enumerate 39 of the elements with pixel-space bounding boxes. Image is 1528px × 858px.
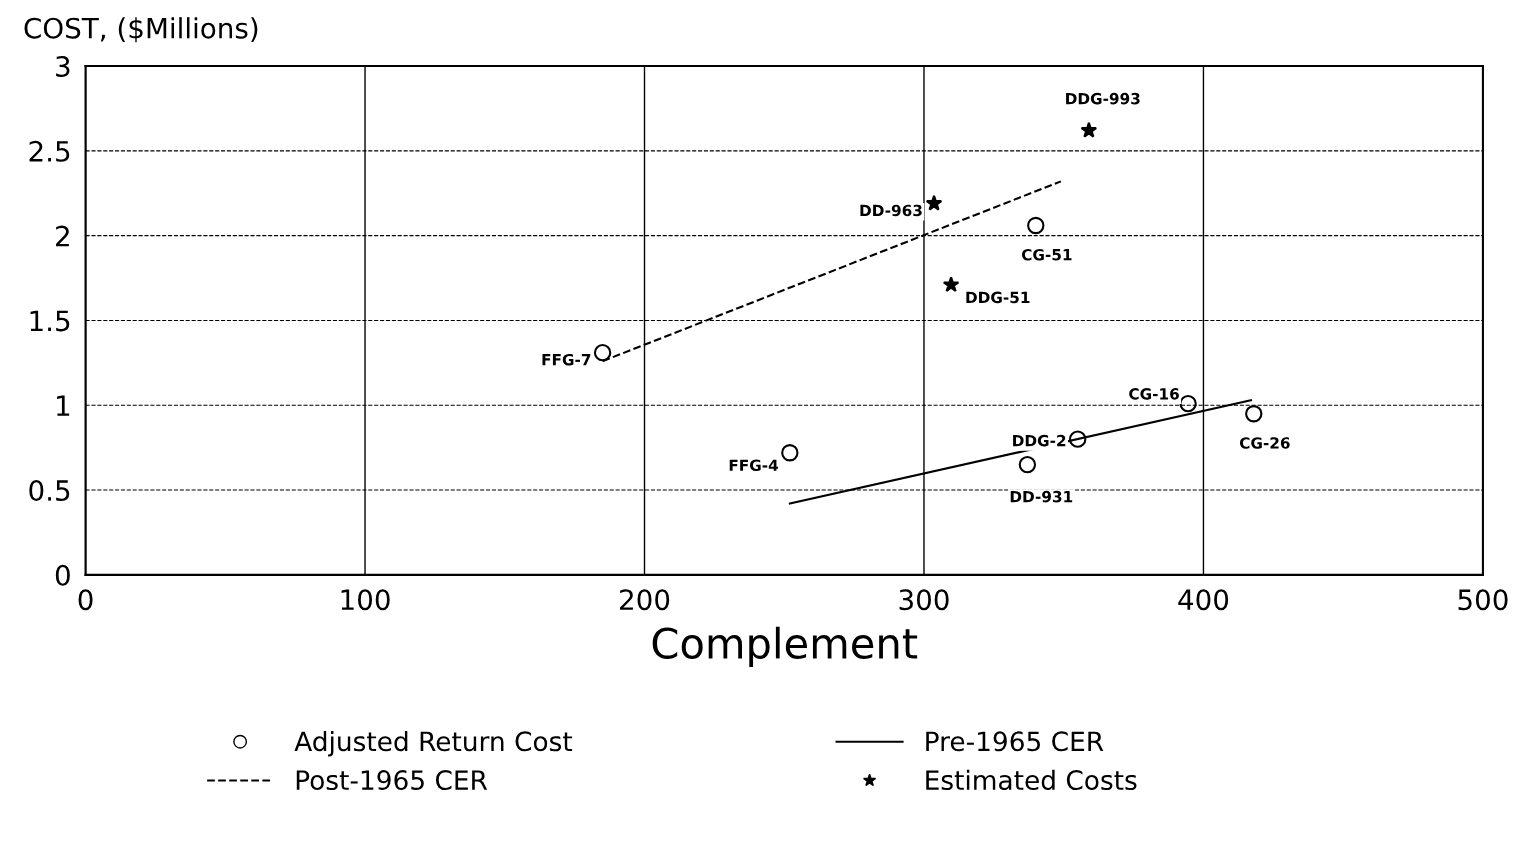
annotation: FFG-7 [542, 353, 591, 366]
point [925, 194, 943, 211]
point [1027, 216, 1045, 235]
y-axis-title: COST, ($Millions) [24, 17, 258, 43]
x-tick-label: 500 [1458, 589, 1508, 611]
point [1018, 455, 1037, 474]
y-tick-label: 1 [57, 395, 70, 416]
annotation: CG-51 [1021, 248, 1072, 261]
annotation: CG-26 [1239, 437, 1290, 449]
y-tick-label: 0 [55, 564, 70, 586]
y-tick-label: 0.5 [29, 480, 70, 502]
point [781, 444, 799, 462]
point [1179, 394, 1197, 413]
point [1080, 121, 1098, 138]
annotation: DD-931 [1010, 490, 1073, 503]
legend-label: Post-1965 CER [296, 770, 488, 791]
x-tick-label: 100 [341, 589, 390, 611]
legend-label: Estimated Costs [926, 769, 1137, 791]
annotation: DD-963 [860, 204, 922, 217]
annotation: CG-16 [1129, 388, 1179, 400]
legend-label: Adjusted Return Cost [294, 730, 573, 757]
x-axis-title: Complement [652, 626, 918, 668]
annotation: FFG-4 [729, 459, 779, 472]
point [1245, 405, 1263, 423]
legend-label: Pre-1965 CER [926, 731, 1104, 752]
annotation: DDG-993 [1066, 92, 1140, 105]
y-tick-label: 2.5 [29, 140, 70, 162]
y-tick-label: 2 [56, 225, 69, 247]
x-tick-label: 0 [78, 589, 93, 611]
y-tick-label: 3 [56, 56, 70, 78]
annotation: DDG-51 [966, 291, 1030, 304]
x-tick-label: 400 [1178, 589, 1229, 611]
point [942, 276, 960, 293]
point [593, 344, 612, 362]
x-tick-label: 200 [620, 589, 670, 611]
y-tick-label: 1.5 [30, 310, 70, 332]
x-tick-label: 300 [899, 589, 949, 611]
point [1069, 430, 1087, 448]
annotation: DDG-2 [1013, 434, 1066, 447]
